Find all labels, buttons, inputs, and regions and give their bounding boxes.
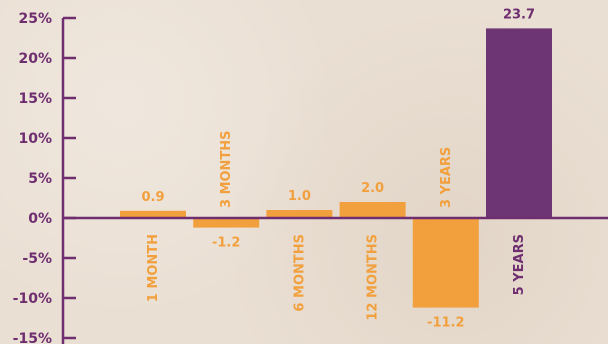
y-tick-label: 15%: [18, 91, 52, 107]
value-label: -11.2: [427, 316, 464, 331]
category-label: 6 MONTHS: [292, 234, 307, 312]
bars: [120, 28, 552, 308]
y-tick-label: 10%: [18, 131, 52, 147]
y-tick-label: -15%: [13, 331, 52, 344]
bar-3-years: [412, 218, 479, 308]
category-label: 12 MONTHS: [366, 234, 381, 321]
bar-3-months: [193, 218, 260, 228]
value-label: -1.2: [212, 236, 240, 251]
bar-12-months: [339, 202, 406, 218]
bar-5-years: [486, 28, 552, 219]
category-label: 5 YEARS: [512, 234, 527, 295]
value-label: 23.7: [503, 7, 535, 22]
value-label: 2.0: [361, 181, 384, 196]
y-tick-label: 25%: [18, 11, 52, 27]
y-tick-label: 20%: [18, 51, 52, 67]
y-tick-label: 0%: [28, 211, 52, 227]
category-label: 3 MONTHS: [219, 130, 234, 208]
category-label: 1 MONTH: [146, 234, 161, 302]
value-label: 0.9: [141, 190, 164, 205]
y-tick-label: -10%: [13, 291, 52, 307]
value-labels: 0.9 -1.2 1.0 2.0 -11.2 23.7: [141, 7, 535, 330]
y-tick-label: 5%: [28, 171, 52, 187]
y-tick-label: -5%: [22, 251, 52, 267]
y-axis: 25% 20% 15% 10% 5% 0% -5% -10% -15%: [13, 11, 76, 344]
category-labels: 1 MONTH 3 MONTHS 6 MONTHS 12 MONTHS 3 YEARS 5…: [146, 130, 527, 320]
category-label: 3 YEARS: [439, 147, 454, 208]
value-label: 1.0: [288, 189, 311, 204]
bar-6-months: [266, 210, 333, 218]
bar-1-month: [120, 210, 186, 218]
